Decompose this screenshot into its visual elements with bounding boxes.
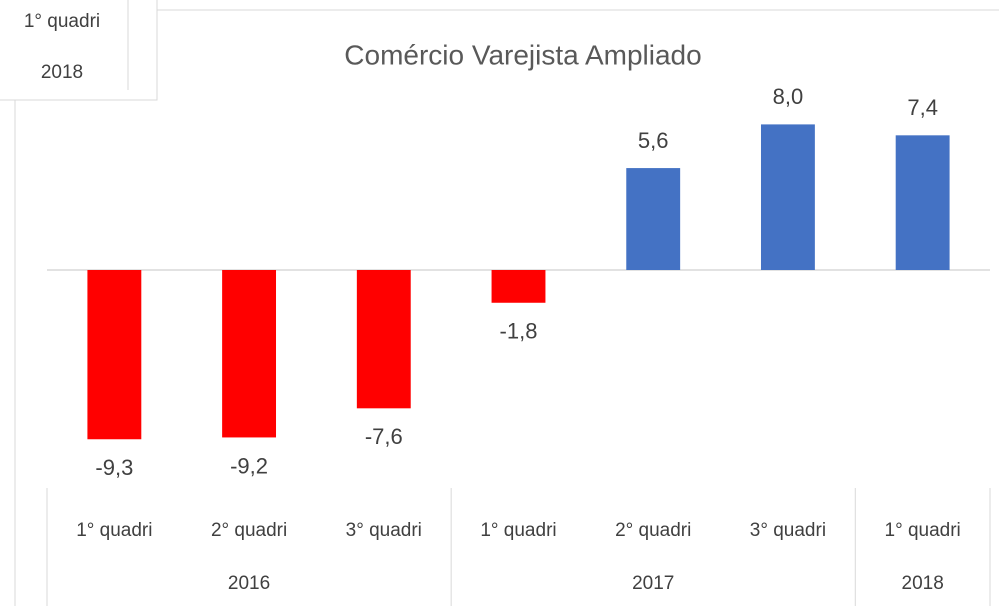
overlay-label: 2018 <box>41 62 83 83</box>
data-label: 8,0 <box>773 84 804 109</box>
data-label: -7,6 <box>365 424 403 449</box>
bar <box>87 270 142 440</box>
x-tick-label: 1° quadri <box>480 520 556 541</box>
overlay-box <box>0 0 158 101</box>
bar <box>760 124 815 271</box>
data-label: 5,6 <box>638 128 669 153</box>
x-tick-label: 1° quadri <box>76 520 152 541</box>
group-label: 2016 <box>228 573 270 594</box>
data-label: -9,2 <box>230 453 268 478</box>
x-tick-label: 2° quadri <box>615 520 691 541</box>
bar <box>356 270 411 409</box>
x-tick-label: 2° quadri <box>211 520 287 541</box>
data-label: -9,3 <box>95 455 133 480</box>
bar <box>222 270 277 438</box>
chart-title: Comércio Varejista Ampliado <box>344 39 701 70</box>
data-label: 7,4 <box>907 95 938 120</box>
x-tick-label: 1° quadri <box>885 520 961 541</box>
bar <box>491 270 546 303</box>
bar <box>626 168 681 270</box>
group-label: 2018 <box>902 573 944 594</box>
x-tick-label: 3° quadri <box>750 520 826 541</box>
overlay-label: 1° quadri <box>24 11 100 32</box>
bar <box>895 135 950 270</box>
x-tick-label: 3° quadri <box>346 520 422 541</box>
group-label: 2017 <box>632 573 674 594</box>
data-label: -1,8 <box>500 319 538 344</box>
